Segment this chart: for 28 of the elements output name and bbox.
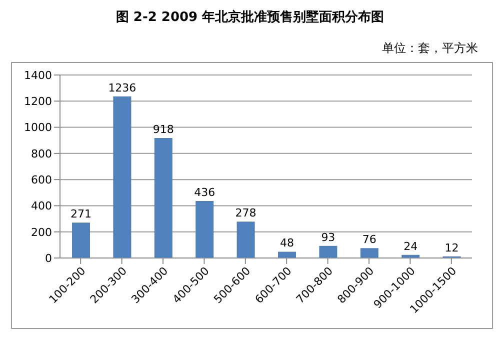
bar [236,222,255,258]
data-label: 24 [404,240,418,253]
bar [278,252,296,258]
data-label: 278 [235,206,256,220]
y-tick-label: 400 [31,200,52,213]
chart-subtitle: 单位：套，平方米 [382,40,478,57]
y-tick-label: 600 [31,173,52,186]
bar [154,138,172,258]
y-tick-label: 1400 [24,68,52,82]
chart-title: 图 2-2 2009 年北京批准预售别墅面积分布图 [114,8,386,26]
y-tick-label: 200 [31,226,52,239]
y-tick-label: 1000 [24,121,52,134]
bar [360,248,378,258]
y-tick-label: 800 [31,147,52,160]
y-tick-label: 1200 [24,95,52,108]
data-label: 12 [444,241,459,254]
bar [72,222,90,258]
data-label: 1236 [108,81,136,94]
data-label: 48 [280,236,294,250]
data-label: 76 [362,233,376,246]
bar [113,96,132,258]
y-tick-label: 0 [45,252,52,265]
data-label: 918 [152,123,174,136]
bar [196,201,214,258]
data-label: 436 [194,186,216,200]
bar [319,246,338,258]
data-label: 271 [70,208,92,221]
data-label: 93 [321,230,336,244]
